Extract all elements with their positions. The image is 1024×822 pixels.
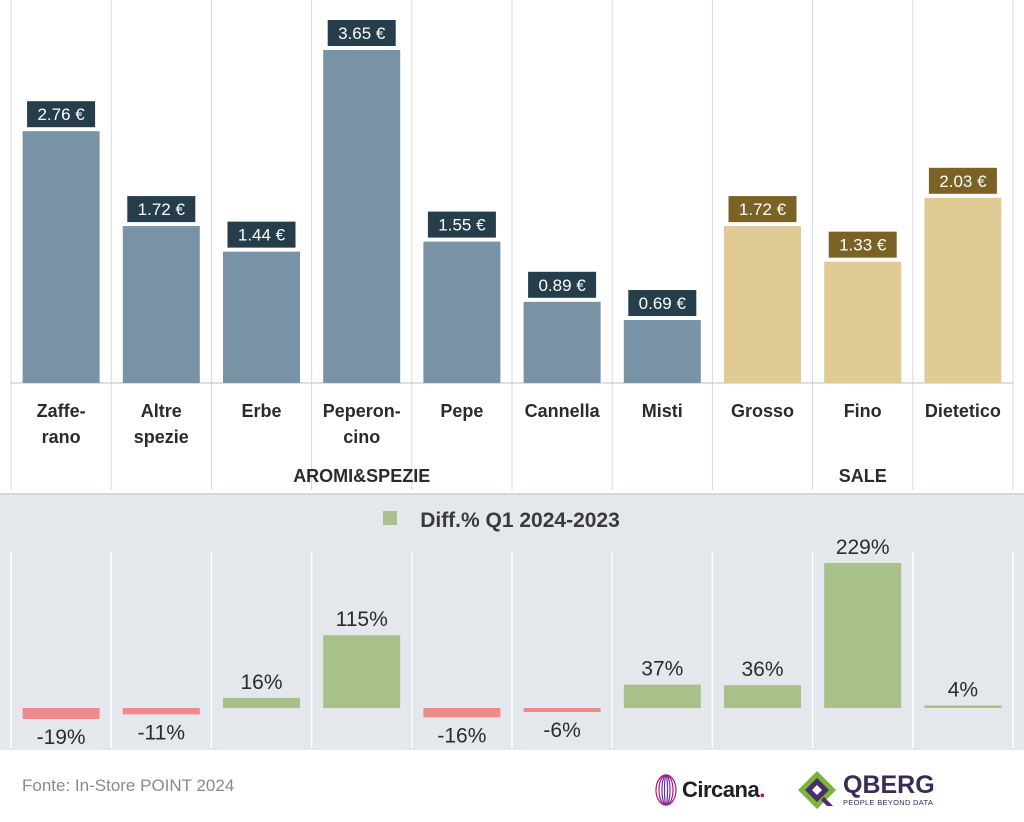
- diff-label: 36%: [741, 658, 783, 681]
- price-label: 1.44 €: [238, 226, 286, 245]
- category-label: Dietetico: [925, 401, 1001, 421]
- price-label: 2.76 €: [37, 105, 85, 124]
- category-label: Cannella: [525, 401, 601, 421]
- category-label: Altre: [141, 401, 182, 421]
- price-label-box: [528, 271, 597, 298]
- diff-label: 16%: [240, 671, 282, 694]
- price-label: 1.72 €: [138, 200, 186, 219]
- price-bar: [724, 226, 801, 383]
- price-label-box: [628, 290, 697, 317]
- diff-label: 4%: [948, 678, 978, 701]
- price-label: 3.65 €: [338, 24, 386, 43]
- diff-bar: [423, 708, 501, 718]
- qberg-logo: QBERG PEOPLE BEYOND DATA: [797, 768, 935, 812]
- qberg-mark-icon: [798, 771, 836, 809]
- diff-label: -16%: [437, 724, 486, 747]
- diff-bar: [824, 563, 902, 708]
- price-label-box: [27, 101, 96, 128]
- diff-label: 115%: [336, 608, 388, 631]
- price-label-box: [728, 196, 797, 223]
- price-label: 2.03 €: [939, 172, 987, 191]
- diff-bar: [22, 708, 100, 720]
- legend-swatch: [383, 511, 397, 525]
- diff-label: -6%: [543, 719, 580, 742]
- diff-label: 37%: [641, 658, 683, 681]
- qberg-logo-tagline: PEOPLE BEYOND DATA: [843, 798, 934, 808]
- price-bar: [924, 197, 1002, 383]
- diff-label: -11%: [138, 721, 185, 744]
- price-label-box: [227, 221, 296, 248]
- price-bar: [22, 131, 100, 383]
- price-bar: [323, 50, 401, 383]
- category-label: Misti: [642, 401, 683, 421]
- price-bar: [423, 241, 501, 383]
- category-label: rano: [42, 427, 81, 447]
- circana-logo: Circana.: [654, 770, 765, 810]
- diff-bar: [924, 705, 1002, 708]
- category-label: cino: [343, 427, 380, 447]
- qberg-logo-text: QBERG: [843, 771, 935, 800]
- diff-label: -19%: [37, 726, 86, 749]
- category-label: Pepe: [440, 401, 483, 421]
- circana-mark-icon: [655, 774, 677, 806]
- price-label: 1.72 €: [739, 200, 787, 219]
- diff-bar: [122, 708, 200, 715]
- group-label-sale: SALE: [839, 466, 887, 486]
- price-label-box: [127, 196, 196, 223]
- category-label: Zaffe-: [37, 401, 86, 421]
- price-label: 1.33 €: [839, 236, 887, 255]
- diff-bar: [623, 684, 701, 708]
- category-label: spezie: [134, 427, 189, 447]
- diff-label: 229%: [836, 536, 890, 559]
- diff-bar: [724, 685, 801, 708]
- price-bar: [122, 226, 200, 383]
- diff-bar: [323, 635, 401, 708]
- diff-bar: [223, 697, 300, 708]
- circana-logo-text: Circana: [682, 777, 760, 802]
- diff-bar: [523, 708, 601, 712]
- category-label: Peperon-: [323, 401, 401, 421]
- group-label-aromi: AROMI&SPEZIE: [293, 466, 430, 486]
- price-label-box: [427, 211, 496, 238]
- price-label-box: [327, 20, 396, 46]
- price-label: 1.55 €: [438, 216, 486, 235]
- source-note: Fonte: In-Store POINT 2024: [22, 776, 235, 795]
- price-bar: [824, 261, 902, 383]
- price-bar: [623, 320, 701, 383]
- price-label: 0.69 €: [639, 294, 687, 313]
- category-label: Fino: [844, 401, 882, 421]
- price-label-box: [828, 231, 897, 258]
- category-label: Erbe: [241, 401, 281, 421]
- legend-label: Diff.% Q1 2024-2023: [420, 509, 620, 532]
- price-bar: [223, 251, 300, 383]
- price-bar: [523, 301, 601, 383]
- price-label-box: [928, 167, 997, 194]
- category-label: Grosso: [731, 401, 794, 421]
- price-label: 0.89 €: [538, 276, 586, 295]
- chart: 2.76 € Zaffe-rano 1.72 € Altre spezie 1.44 € E…: [0, 0, 1024, 750]
